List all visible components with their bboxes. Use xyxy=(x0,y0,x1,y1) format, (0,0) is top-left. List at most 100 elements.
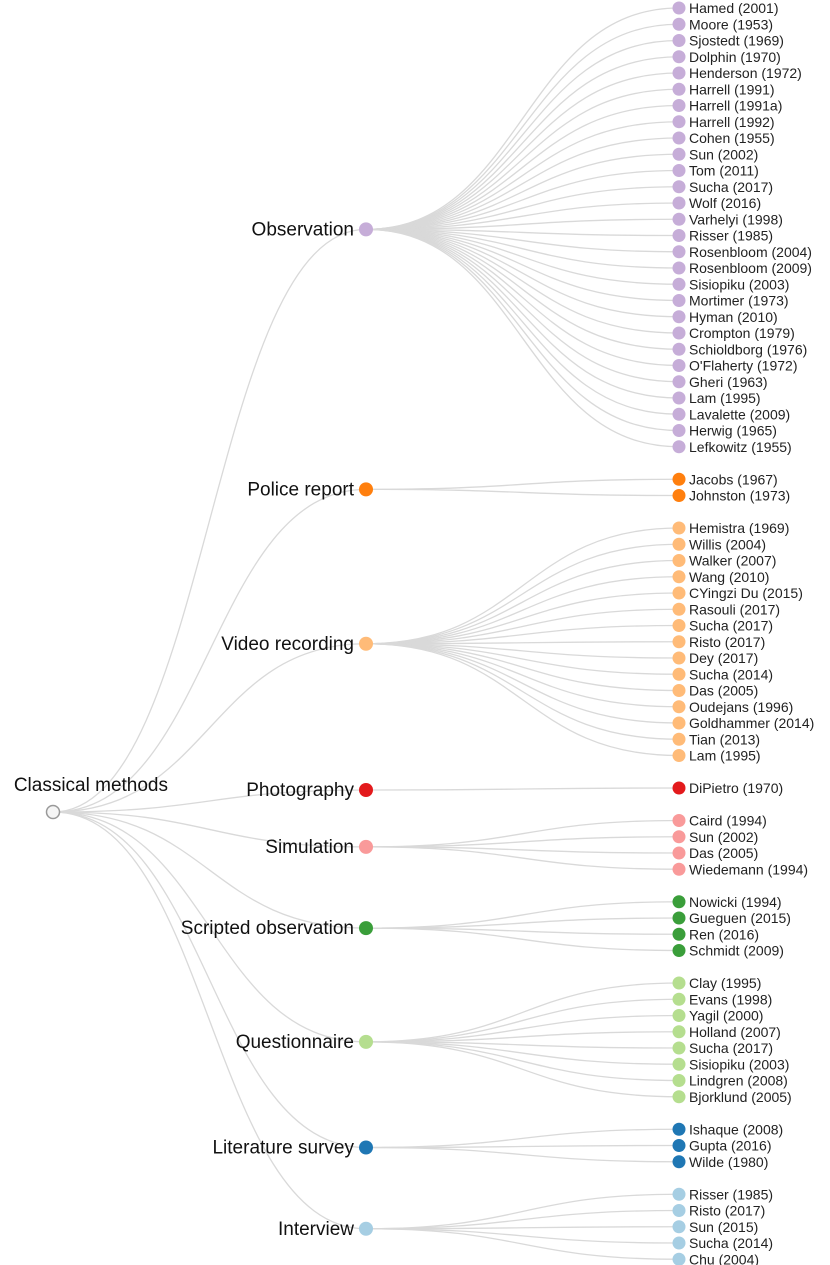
category-node-observation[interactable] xyxy=(359,222,373,237)
leaf-node[interactable] xyxy=(672,911,686,925)
leaf-node[interactable] xyxy=(672,1204,686,1217)
category-node-video-recording[interactable] xyxy=(359,636,373,651)
link-questionnaire-leaf xyxy=(365,1041,680,1098)
link-video-recording-leaf xyxy=(365,608,680,645)
leaf-node[interactable] xyxy=(672,196,686,210)
leaf-node[interactable] xyxy=(672,570,686,584)
leaf-node[interactable] xyxy=(672,781,686,795)
leaf-node[interactable] xyxy=(672,82,686,96)
leaf-label: Sun (2015) xyxy=(689,1219,758,1235)
leaf-node[interactable] xyxy=(672,1155,686,1169)
leaf-node[interactable] xyxy=(672,1,686,15)
leaf-node[interactable] xyxy=(672,424,686,437)
leaf-node[interactable] xyxy=(672,375,686,389)
leaf-node[interactable] xyxy=(672,17,686,31)
leaf-node[interactable] xyxy=(672,554,686,567)
leaf-node[interactable] xyxy=(672,602,686,616)
leaf-node[interactable] xyxy=(672,1041,686,1055)
leaf-label: Cohen (1955) xyxy=(689,130,775,146)
leaf-node[interactable] xyxy=(672,180,686,194)
leaf-node[interactable] xyxy=(672,326,686,340)
link-root-interview xyxy=(52,811,367,1230)
link-scripted-observation-leaf xyxy=(365,901,680,929)
leaf-node[interactable] xyxy=(672,131,686,145)
link-questionnaire-leaf xyxy=(365,1041,680,1049)
leaf-node[interactable] xyxy=(672,732,686,746)
leaf-node[interactable] xyxy=(672,814,686,827)
leaf-node[interactable] xyxy=(672,245,686,259)
leaf-node[interactable] xyxy=(672,749,686,762)
leaf-node[interactable] xyxy=(672,1187,686,1201)
leaf-node[interactable] xyxy=(672,1074,686,1087)
leaf-node[interactable] xyxy=(672,586,686,600)
leaf-node[interactable] xyxy=(672,830,686,844)
link-observation-leaf xyxy=(365,72,680,231)
leaf-label: Oudejans (1996) xyxy=(689,699,793,715)
leaf-node[interactable] xyxy=(672,895,686,909)
leaf-node[interactable] xyxy=(672,846,686,860)
leaf-node[interactable] xyxy=(672,635,686,649)
leaf-node[interactable] xyxy=(672,277,686,291)
leaf-node[interactable] xyxy=(672,992,686,1006)
leaf-node[interactable] xyxy=(672,489,686,502)
leaf-node[interactable] xyxy=(672,472,686,486)
leaf-node[interactable] xyxy=(672,212,686,226)
leaf-node[interactable] xyxy=(672,619,686,632)
leaf-node[interactable] xyxy=(672,1139,686,1152)
leaf-node[interactable] xyxy=(672,1236,686,1250)
link-video-recording-leaf xyxy=(365,559,680,645)
leaf-node[interactable] xyxy=(672,1122,686,1136)
leaf-node[interactable] xyxy=(672,521,686,535)
leaf-label: Rasouli (2017) xyxy=(689,601,780,617)
leaf-node[interactable] xyxy=(672,1090,686,1104)
leaf-node[interactable] xyxy=(672,927,686,941)
leaf-node[interactable] xyxy=(672,66,686,80)
category-node-photography[interactable] xyxy=(359,783,373,797)
link-video-recording-leaf xyxy=(365,624,680,645)
leaf-node[interactable] xyxy=(672,359,686,372)
leaf-node[interactable] xyxy=(672,1220,686,1234)
leaf-node[interactable] xyxy=(672,310,686,324)
leaf-node[interactable] xyxy=(672,537,686,551)
leaf-node[interactable] xyxy=(672,700,686,714)
leaf-node[interactable] xyxy=(672,99,686,112)
link-video-recording-leaf xyxy=(365,643,680,724)
leaf-node[interactable] xyxy=(672,976,686,990)
leaf-node[interactable] xyxy=(672,342,686,356)
link-observation-leaf xyxy=(365,104,680,231)
leaf-node[interactable] xyxy=(672,294,686,307)
leaf-node[interactable] xyxy=(672,651,686,665)
leaf-node[interactable] xyxy=(672,261,686,275)
leaf-node[interactable] xyxy=(672,1025,686,1039)
leaf-node[interactable] xyxy=(672,862,686,876)
leaf-node[interactable] xyxy=(672,944,686,957)
category-node-questionnaire[interactable] xyxy=(359,1034,373,1049)
leaf-node[interactable] xyxy=(672,391,686,405)
leaf-node[interactable] xyxy=(672,440,686,454)
leaf-node[interactable] xyxy=(672,1009,686,1022)
leaf-node[interactable] xyxy=(672,164,686,177)
root-node[interactable] xyxy=(45,804,61,820)
leaf-label: Sjostedt (1969) xyxy=(689,33,784,49)
category-node-simulation[interactable] xyxy=(359,839,373,854)
leaf-node[interactable] xyxy=(672,407,686,421)
category-node-literature-survey[interactable] xyxy=(359,1140,373,1155)
category-node-interview[interactable] xyxy=(359,1221,373,1236)
link-questionnaire-leaf xyxy=(365,982,680,1043)
leaf-node[interactable] xyxy=(672,1057,686,1071)
category-node-police-report[interactable] xyxy=(359,482,373,497)
category-label-observation: Observation xyxy=(252,219,354,240)
leaf-node[interactable] xyxy=(672,229,686,242)
leaf-label: Gheri (1963) xyxy=(689,374,768,390)
leaf-node[interactable] xyxy=(672,115,686,129)
leaf-node[interactable] xyxy=(672,667,686,681)
leaf-node[interactable] xyxy=(672,684,686,697)
leaf-node[interactable] xyxy=(672,50,686,64)
leaf-label: Sucha (2014) xyxy=(689,666,773,682)
link-video-recording-leaf xyxy=(365,576,680,645)
leaf-node[interactable] xyxy=(672,1252,686,1265)
leaf-node[interactable] xyxy=(672,34,686,47)
leaf-node[interactable] xyxy=(672,716,686,730)
category-node-scripted-observation[interactable] xyxy=(359,921,373,936)
leaf-node[interactable] xyxy=(672,147,686,161)
